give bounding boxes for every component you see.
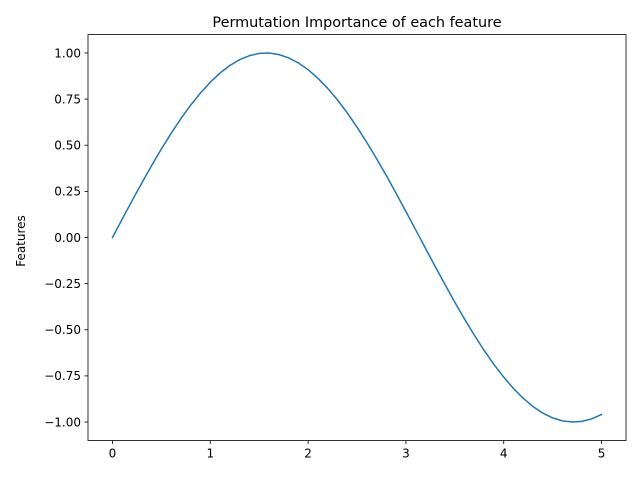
y-tick-label: 0.50 xyxy=(54,139,81,153)
x-tick-label: 5 xyxy=(598,447,606,461)
y-tick-label: 1.00 xyxy=(54,46,81,60)
y-tick-label: −0.50 xyxy=(44,323,81,337)
x-tick-label: 4 xyxy=(500,447,508,461)
y-tick-label: −1.00 xyxy=(44,415,81,429)
x-tick-label: 3 xyxy=(402,447,410,461)
y-tick-label: −0.75 xyxy=(44,369,81,383)
series-line-0 xyxy=(111,52,603,423)
y-tick-label: 0.25 xyxy=(54,185,81,199)
x-tick-label: 2 xyxy=(304,447,312,461)
x-axis-ticks: 0 1 2 3 4 5 xyxy=(109,440,606,461)
y-tick-label: 0.75 xyxy=(54,92,81,106)
y-tick-label: 0.00 xyxy=(54,231,81,245)
plot-area-frame xyxy=(87,34,627,441)
series-layer xyxy=(111,52,603,423)
y-axis-ticks: −1.00 −0.75 −0.50 −0.25 0.00 0.25 0.50 0.75 1.00 xyxy=(44,46,88,429)
y-tick-label: −0.25 xyxy=(44,277,81,291)
x-tick-label: 1 xyxy=(206,447,214,461)
x-tick-label: 0 xyxy=(109,447,117,461)
y-axis-label: Features xyxy=(14,215,28,267)
chart-title: Permutation Importance of each feature xyxy=(212,15,501,31)
